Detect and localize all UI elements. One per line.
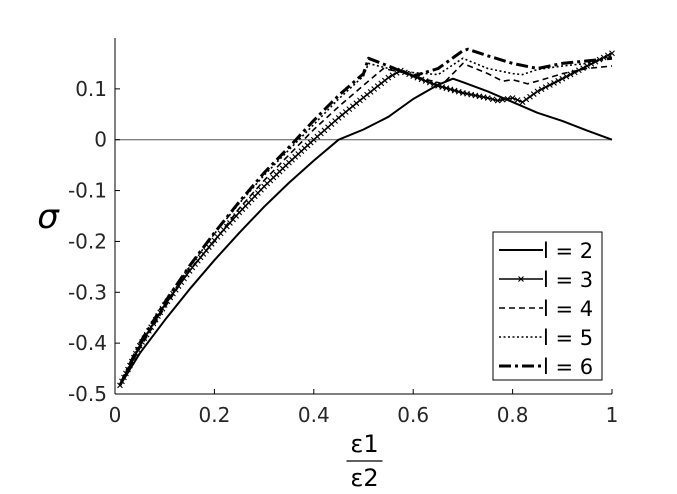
y-tick-label: 0 (94, 128, 107, 152)
data-point-marker (527, 93, 533, 100)
series-line-5 (119, 55, 613, 386)
data-point-marker (538, 86, 545, 93)
data-point-marker (431, 81, 437, 88)
data-point-marker (575, 67, 582, 74)
data-point-marker (443, 85, 450, 92)
data-point-marker (523, 96, 530, 103)
data-point-marker (455, 88, 462, 95)
x-axis-label-denominator: ε2 (350, 464, 378, 492)
data-point-marker (451, 87, 458, 94)
data-point-marker (435, 82, 441, 89)
axes: 0 0.2 0.4 0.6 0.8 1 -0.5 -0.4 -0.3 -0.2 -0.1 0 0.1 σ ε… (37, 38, 618, 492)
x-tick-label: 0.8 (497, 403, 529, 427)
data-point-marker (530, 91, 537, 97)
y-tick-label: -0.5 (68, 382, 107, 406)
legend-box (492, 231, 603, 381)
x-tick-label: 0 (109, 403, 122, 427)
data-point-marker (542, 84, 549, 91)
legend-label-5: l = 5 (543, 326, 593, 350)
data-point-marker (563, 73, 570, 80)
y-tick-label: -0.1 (68, 179, 107, 203)
y-tick-label: -0.3 (68, 280, 107, 304)
legend-label-3: l = 3 (543, 268, 593, 292)
y-tick-label: -0.4 (68, 331, 107, 355)
legend-label-2: l = 2 (543, 239, 593, 263)
y-tick-label: 0.1 (75, 77, 107, 101)
data-point-marker (534, 88, 541, 95)
x-tick-label: 1 (606, 403, 619, 427)
data-point-marker (567, 71, 574, 78)
data-point-marker (551, 80, 557, 86)
series-line-4 (119, 62, 613, 386)
legend-label-6: l = 6 (543, 355, 593, 379)
data-point-marker (494, 97, 501, 104)
x-axis-label-numerator: ε1 (350, 430, 378, 458)
x-tick-label: 0.2 (198, 403, 230, 427)
data-point-marker (504, 95, 511, 102)
legend-label-4: l = 4 (543, 297, 593, 321)
series-line-2 (119, 77, 613, 386)
data-point-marker (447, 86, 454, 93)
y-tick-label: -0.2 (68, 229, 107, 253)
y-axis-label: σ (37, 197, 60, 237)
x-tick-label: 0.4 (298, 403, 330, 427)
data-point-marker (389, 72, 396, 79)
data-point-marker (519, 99, 526, 105)
data-point-marker (509, 95, 516, 101)
x-tick-label: 0.6 (397, 403, 429, 427)
data-point-marker (385, 74, 392, 81)
data-point-marker (555, 77, 562, 84)
data-point-marker (518, 276, 524, 282)
data-point-marker (489, 96, 496, 103)
data-point-marker (546, 82, 553, 88)
data-point-marker (439, 84, 446, 90)
legend: l = 2 l = 3 l = 4 l = 5 l = 6 (492, 231, 603, 381)
data-point-marker (499, 96, 506, 103)
series-layer (117, 47, 615, 389)
data-point-marker (609, 50, 615, 57)
data-point-marker (484, 95, 491, 101)
series-line-6 (118, 47, 613, 387)
data-point-marker (514, 97, 521, 103)
data-point-marker (559, 75, 566, 82)
